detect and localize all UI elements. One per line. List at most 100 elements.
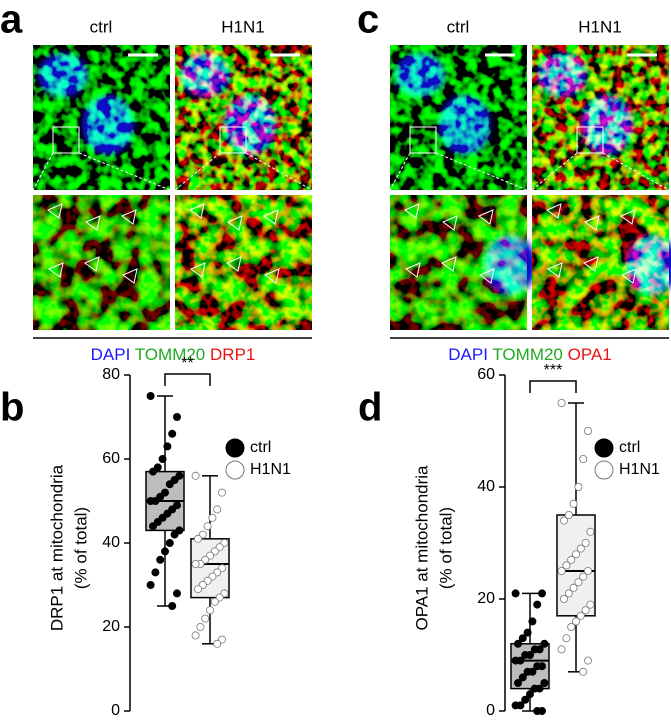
marker-signal	[175, 45, 312, 190]
column-label: H1N1	[221, 17, 264, 36]
data-point	[579, 667, 588, 676]
data-point	[572, 617, 581, 626]
data-point	[562, 561, 571, 570]
data-point	[584, 426, 593, 435]
marker-signal	[33, 195, 170, 330]
data-point	[564, 510, 573, 519]
stain-legend: DAPI TOMM20 OPA1	[448, 345, 611, 364]
arrowhead	[189, 262, 206, 278]
significance-bracket	[529, 380, 577, 393]
data-point	[557, 567, 566, 576]
arrowhead	[403, 203, 420, 219]
microscopy-images	[32, 45, 671, 330]
arrowhead	[404, 262, 421, 278]
arrowhead	[262, 209, 279, 225]
marker-signal	[532, 195, 669, 330]
data-point	[151, 568, 160, 577]
arrowhead	[121, 268, 138, 284]
data-point	[163, 442, 172, 451]
data-point	[146, 581, 155, 590]
legend-marker	[225, 438, 245, 458]
y-tick-label: 40	[102, 534, 120, 551]
panel-letter: a	[0, 0, 23, 42]
data-point	[526, 690, 535, 699]
data-point	[579, 572, 588, 581]
zoom-line	[435, 152, 528, 191]
data-point	[518, 634, 527, 643]
mitochondria	[33, 45, 170, 190]
data-point	[521, 695, 530, 704]
data-point	[205, 606, 214, 615]
arrowhead	[441, 215, 458, 231]
data-point	[191, 560, 200, 569]
data-point	[579, 454, 588, 463]
data-point	[217, 488, 226, 497]
arrowhead	[440, 256, 457, 272]
data-point	[170, 530, 179, 539]
legend-marker	[594, 460, 614, 480]
stain-name: DAPI	[91, 345, 131, 364]
data-point	[540, 679, 549, 688]
panel-letter: c	[357, 0, 379, 42]
data-point	[208, 513, 217, 522]
arrowhead	[582, 256, 599, 272]
data-point	[569, 499, 578, 508]
stain-legend: DAPI TOMM20 DRP1	[91, 345, 256, 364]
data-point	[564, 589, 573, 598]
legend-label: H1N1	[619, 461, 660, 478]
data-point	[567, 623, 576, 632]
data-point	[146, 496, 155, 505]
arrowhead	[83, 256, 100, 272]
data-point	[574, 578, 583, 587]
data-point	[193, 534, 202, 543]
data-point	[203, 522, 212, 531]
data-point	[530, 645, 539, 654]
data-point	[511, 656, 520, 665]
arrowhead	[226, 215, 243, 231]
data-point	[560, 516, 569, 525]
arrowhead	[120, 209, 137, 225]
data-point	[523, 667, 532, 676]
zoom-box	[409, 126, 437, 154]
arrowhead	[478, 268, 495, 284]
data-point	[210, 597, 219, 606]
data-point	[523, 628, 532, 637]
data-point	[530, 684, 539, 693]
arrowhead	[225, 256, 242, 272]
data-point	[569, 583, 578, 592]
zoom-box	[219, 126, 247, 154]
data-point	[160, 547, 169, 556]
zoom-line	[78, 152, 171, 191]
arrowhead	[545, 203, 562, 219]
marker-signal	[532, 45, 669, 190]
arrowhead	[188, 203, 205, 219]
data-point	[213, 505, 222, 514]
data-point	[168, 429, 177, 438]
legend-label: ctrl	[619, 439, 640, 456]
data-point	[172, 412, 181, 421]
y-tick-label: 60	[477, 366, 495, 383]
y-axis-label: (% of total)	[436, 507, 455, 589]
zoom-line	[245, 152, 313, 191]
data-point	[572, 550, 581, 559]
column-label: ctrl	[90, 17, 113, 36]
data-point	[158, 454, 167, 463]
arrowhead	[583, 215, 600, 231]
stain-name: DAPI	[448, 345, 488, 364]
stain-name: OPA1	[568, 345, 612, 364]
data-point	[581, 539, 590, 548]
data-point	[191, 471, 200, 480]
legend-label: ctrl	[250, 439, 271, 456]
data-point	[518, 673, 527, 682]
significance-bracket	[164, 373, 211, 386]
panel-letter: d	[358, 386, 382, 430]
arrowhead	[477, 209, 494, 225]
data-point	[584, 656, 593, 665]
data-point	[581, 606, 590, 615]
data-point	[533, 707, 542, 716]
stain-name: DRP1	[210, 345, 255, 364]
y-tick-label: 20	[102, 618, 120, 635]
marker-signal	[390, 195, 527, 330]
y-tick-label: 0	[486, 702, 495, 719]
